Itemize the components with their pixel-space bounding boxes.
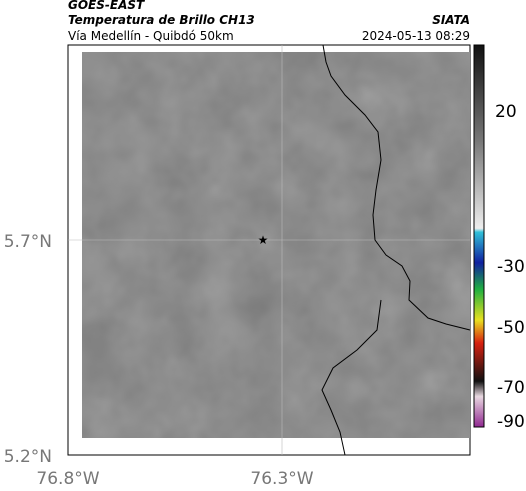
timestamp: 2024-05-13 08:29 bbox=[361, 29, 470, 43]
lat-tick-label: 5.2°N bbox=[4, 447, 52, 467]
colorbar bbox=[473, 44, 485, 428]
colorbar-tick-label: -30 bbox=[497, 257, 525, 277]
source: GOES-EAST bbox=[68, 0, 145, 12]
lon-tick-label: 76.8°W bbox=[36, 469, 99, 489]
title: Temperatura de Brillo CH13 bbox=[68, 13, 255, 27]
colorbar-tick-label: -90 bbox=[497, 412, 525, 432]
colorbar-tick-label: -70 bbox=[497, 378, 525, 398]
colorbar-tick-label: 20 bbox=[495, 102, 517, 122]
boundary bbox=[322, 44, 471, 331]
lon-tick-label: 76.3°W bbox=[250, 469, 313, 489]
image-texture bbox=[82, 52, 470, 438]
agency: SIATA bbox=[432, 13, 470, 27]
location-marker: ★ bbox=[258, 233, 269, 247]
lat-tick-label: 5.7°N bbox=[4, 232, 52, 252]
subtitle: Vía Medellín - Quibdó 50km bbox=[68, 29, 234, 43]
boundary bbox=[321, 299, 382, 456]
colorbar-tick-label: -50 bbox=[497, 318, 525, 338]
